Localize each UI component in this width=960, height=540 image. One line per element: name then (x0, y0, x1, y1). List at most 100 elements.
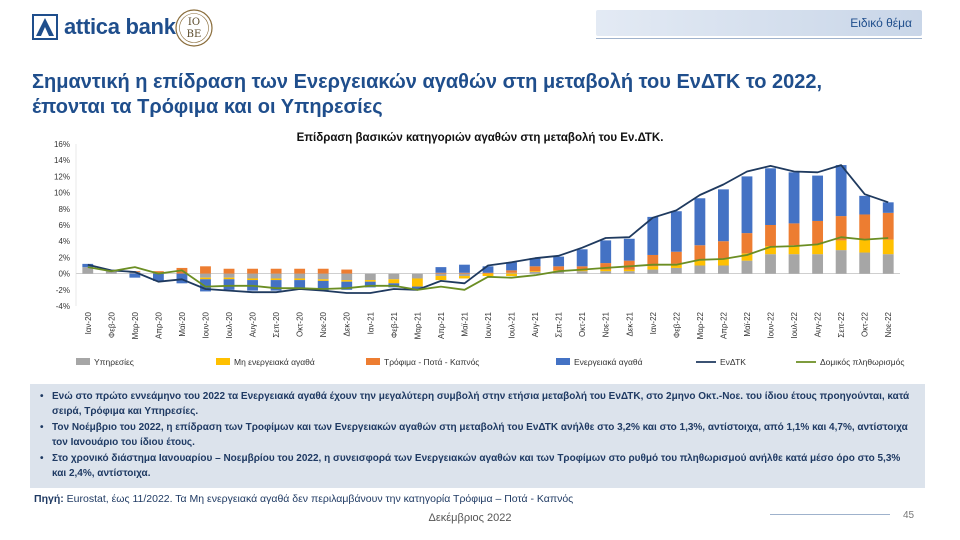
bar-segment (694, 198, 706, 246)
bar-segment (223, 279, 235, 290)
bar-segment (576, 266, 588, 271)
bar-segment (270, 280, 282, 291)
bar-segment (294, 273, 306, 279)
slide-title-line-1: Σημαντική η επίδραση των Ενεργειακών αγα… (32, 71, 823, 93)
bar-segment (553, 271, 565, 274)
bar-segment (623, 260, 635, 270)
topic-underline (596, 38, 922, 39)
bar-segment (200, 273, 211, 278)
bar-segment (882, 254, 894, 274)
x-tick-label: Μαϊ-21 (460, 311, 469, 336)
bar-segment (765, 254, 776, 274)
bar-segment (247, 268, 258, 274)
x-tick-label: Ιουλ-21 (508, 311, 517, 338)
x-tick-label: Οκτ-20 (296, 311, 305, 336)
bar-segment (765, 246, 776, 255)
y-tick-label: 4% (58, 237, 70, 246)
bar-segment (506, 272, 517, 274)
bar-segment (694, 245, 706, 261)
x-tick-label: Απρ-21 (437, 311, 446, 339)
x-tick-label: Μαϊ-20 (178, 311, 187, 336)
bar-segment (364, 281, 376, 288)
bar-segment (812, 175, 824, 221)
bar-segment (859, 214, 871, 240)
bar-segment (388, 273, 400, 280)
bar-segment (482, 272, 494, 274)
bar-segment (341, 269, 353, 274)
bar-segment (129, 273, 141, 278)
x-tick-label: Ιαν-21 (366, 311, 375, 334)
x-tick-label: Νοε-22 (884, 311, 893, 337)
x-tick-label: Οκτ-21 (578, 311, 587, 336)
bar-segment (294, 268, 306, 274)
page-number: 45 (903, 510, 915, 521)
x-tick-label: Δεκ-21 (625, 311, 634, 336)
bar-segment (718, 241, 729, 260)
bar-segment (765, 225, 776, 247)
bar-segment (411, 278, 423, 287)
bar-segment (718, 189, 729, 242)
bar-segment (341, 273, 353, 281)
legend-label: Ενεργειακά αγαθά (574, 357, 643, 367)
y-tick-label: 12% (54, 172, 70, 181)
bar-segment (529, 271, 541, 274)
bar-segment (294, 278, 306, 281)
bar-segment (882, 212, 894, 240)
bar-segment (670, 211, 682, 252)
bar-segment (459, 264, 470, 273)
bar-segment (459, 273, 470, 277)
bar-segment (435, 273, 447, 277)
slide-title: Σημαντική η επίδραση των Ενεργειακών αγα… (32, 70, 932, 120)
x-tick-label: Αυγ-21 (531, 311, 540, 337)
bar-segment (788, 254, 800, 274)
finding-bullet-3: Στο χρονικό διάστημα Ιανουαρίου – Νοεμβρ… (38, 451, 917, 481)
bar-segment (553, 266, 565, 271)
source-text: Eurostat, έως 11/2022. Τα Μη ενεργειακά … (63, 493, 574, 505)
legend-label: ΕνΔΤΚ (720, 357, 746, 367)
bar-segment (718, 259, 729, 266)
bar-segment (859, 195, 871, 215)
bar-segment (647, 269, 659, 274)
bar-segment (623, 269, 635, 272)
bar-segment (200, 266, 211, 274)
bar-segment (411, 273, 423, 279)
footer-date: Δεκέμβριος 2022 (428, 512, 512, 524)
bar-segment (647, 266, 659, 270)
bar-segment (435, 267, 447, 273)
bar-segment (459, 276, 470, 279)
y-tick-label: 14% (54, 156, 70, 165)
bar-segment (600, 263, 612, 270)
x-tick-label: Φεβ-21 (390, 311, 399, 338)
bar-segment (317, 279, 329, 281)
bar-segment (506, 273, 517, 277)
bar-segment (82, 267, 94, 274)
x-tick-label: Δεκ-20 (343, 311, 352, 336)
bar-segment (341, 281, 353, 290)
bar-segment (859, 252, 871, 274)
bar-segment (105, 271, 117, 274)
bar-segment (600, 240, 612, 264)
y-tick-label: 6% (58, 221, 70, 230)
bar-segment (223, 273, 235, 278)
bar-segment (553, 256, 565, 267)
bar-segment (435, 276, 447, 281)
y-tick-label: -4% (56, 302, 70, 311)
bar-segment (647, 216, 659, 255)
bar-segment (223, 268, 235, 274)
bar-segment (411, 286, 423, 289)
bar-segment (788, 223, 800, 246)
y-tick-label: 10% (54, 189, 70, 198)
bar-segment (388, 279, 400, 284)
bar-segment (741, 176, 753, 234)
key-findings-box: Ενώ στο πρώτο εννεάμηνο του 2022 τα Ενερ… (30, 384, 925, 488)
bar-segment (317, 268, 329, 274)
x-tick-label: Ιουν-21 (484, 311, 493, 338)
x-tick-label: Μαρ-21 (413, 311, 422, 339)
finding-bullet-2: Τον Νοέμβριο του 2022, η επίδραση των Τρ… (38, 420, 917, 450)
bar-segment (317, 273, 329, 280)
x-tick-label: Ιουλ-20 (225, 311, 234, 338)
x-tick-label: Μαρ-22 (696, 311, 705, 339)
bar-segment (247, 278, 258, 281)
legend-label: Υπηρεσίες (94, 357, 134, 367)
bar-segment (364, 280, 376, 282)
